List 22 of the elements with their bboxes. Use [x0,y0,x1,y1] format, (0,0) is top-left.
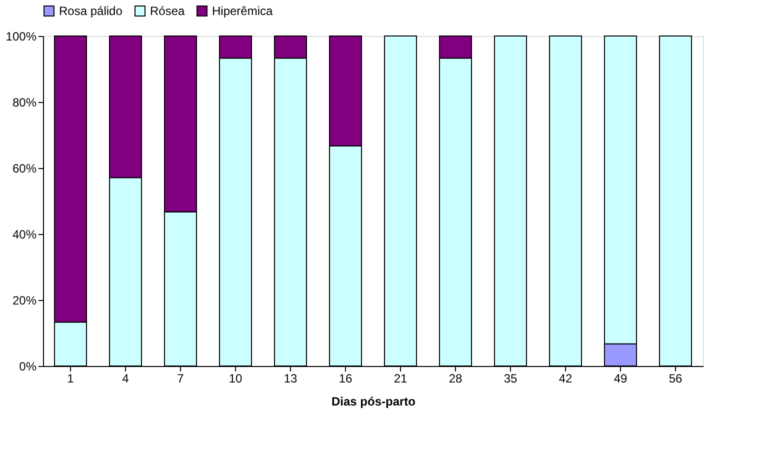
x-axis-title: Dias pós-parto [331,394,416,408]
x-tick-label: 56 [668,372,682,386]
y-tick-label: 0% [19,360,37,374]
x-tick-label: 10 [228,372,242,386]
y-tick-label: 100% [6,30,37,44]
legend-label: Rosa pálido [59,4,123,18]
y-tick-label: 20% [12,294,37,308]
x-tick-label: 16 [338,372,352,386]
y-tick-label: 60% [12,162,37,176]
x-tick-label: 1 [67,372,74,386]
x-tick-label: 13 [284,372,298,386]
x-tick-label: 7 [177,372,184,386]
x-tick-label: 42 [558,372,572,386]
y-tick-label: 40% [12,228,37,242]
x-tick-label: 21 [394,372,408,386]
x-tick-label: 49 [614,372,628,386]
legend-label: Hiperêmica [212,4,274,18]
y-tick-label: 80% [12,96,37,110]
x-tick-label: 28 [448,372,462,386]
legend-label: Rósea [150,4,186,18]
x-tick-label: 4 [122,372,130,386]
x-tick-label: 35 [504,372,518,386]
